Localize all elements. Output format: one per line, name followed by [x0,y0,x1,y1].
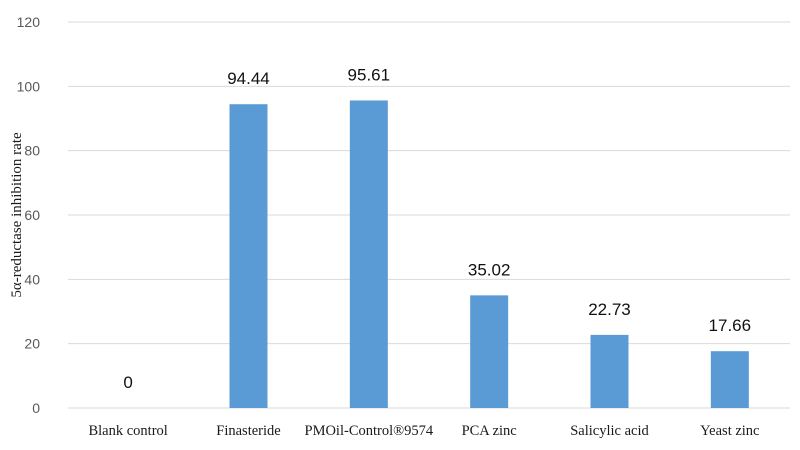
gridlines [68,21,790,409]
y-tick-label: 100 [17,78,41,94]
y-tick-label: 0 [32,400,40,416]
data-label: 22.73 [588,300,631,319]
x-category-label: PMOil-Control®9574 [305,423,434,439]
data-label: 0 [123,373,132,392]
bar [710,351,749,408]
y-axis-ticks: 0 20 40 60 80 100 120 [17,14,41,416]
x-category-label: Blank control [88,423,167,439]
y-tick-label: 20 [24,336,40,352]
bar [229,104,268,408]
y-tick-label: 120 [17,14,41,30]
y-tick-label: 80 [24,143,40,159]
bars [229,100,749,408]
x-category-label: Yeast zinc [700,423,759,439]
x-axis-categories: Blank control Finasteride PMOil-Control®95… [88,423,759,439]
bar [470,295,509,408]
data-label: 95.61 [348,65,391,84]
bar [590,334,629,408]
y-tick-label: 40 [24,271,40,287]
data-labels: 0 94.44 95.61 35.02 22.73 17.66 [123,65,751,392]
data-label: 94.44 [227,69,270,88]
y-axis-title: 5α-reductase inhibition rate [9,132,25,298]
x-category-label: Finasteride [216,423,280,439]
bar [349,100,388,408]
x-category-label: PCA zinc [462,423,517,439]
y-tick-label: 60 [24,207,40,223]
data-label: 35.02 [468,260,511,279]
data-label: 17.66 [709,316,752,335]
x-category-label: Salicylic acid [570,423,649,439]
